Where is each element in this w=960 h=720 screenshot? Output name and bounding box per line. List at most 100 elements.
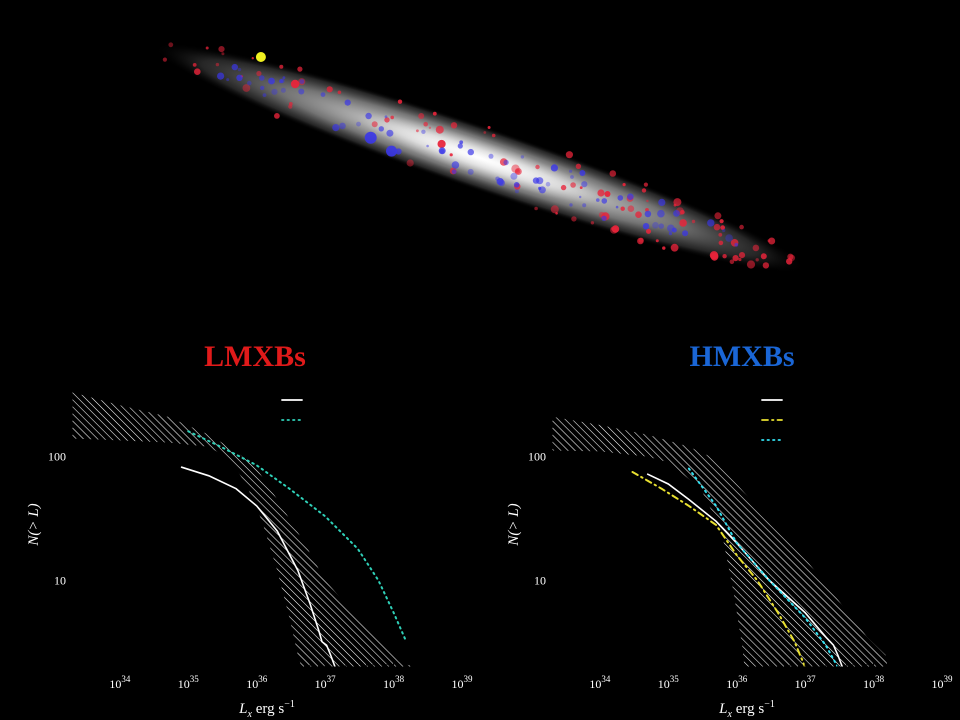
x-tick-label: 1037 <box>795 674 817 691</box>
lmxb-source-dot <box>450 122 458 129</box>
x-tick-label: 1038 <box>383 674 405 691</box>
lmxb-source-dot <box>760 253 767 260</box>
lmxb-source-dot <box>718 240 724 246</box>
hmxb-chart: 1034 1035 1036 1037 1038 1039 10 100 Lx erg s−1 N… <box>506 381 954 720</box>
hmxb-source-dot <box>582 203 587 208</box>
hmxb-source-dot <box>339 122 346 130</box>
hmxb-source-dot <box>601 198 608 204</box>
lmxb-source-dot <box>384 117 390 123</box>
hmxb-source-dot <box>570 175 574 179</box>
lmxb-source-dot <box>162 57 167 62</box>
hmxb-source-dot <box>658 223 664 229</box>
hmxb-source-dot <box>627 193 634 200</box>
series-line-1 <box>631 471 807 667</box>
hmxb-source-dot <box>532 177 540 184</box>
legend-entry-0: Voss et al. (2010) <box>761 393 877 407</box>
hmxb-source-dot <box>596 198 600 202</box>
hmxb-source-dot <box>569 203 573 207</box>
hmxb-source-dot <box>438 147 446 155</box>
lmxb-source-dot <box>251 57 254 60</box>
lmxb-source-dot <box>205 46 209 50</box>
legend-label: Voss et al. (2010) <box>310 393 397 407</box>
lmxb-source-dot <box>534 206 538 211</box>
x-tick-label: 1035 <box>178 674 200 691</box>
x-tick-label: 1035 <box>658 674 680 691</box>
hmxb-source-dot <box>344 99 351 106</box>
lmxb-source-dot <box>570 182 576 188</box>
x-tick-label: 1039 <box>932 674 954 691</box>
hmxb-source-dot <box>569 169 573 173</box>
hmxb-source-dot <box>260 85 265 91</box>
lmxb-source-dot <box>416 129 419 133</box>
lmxb-source-dot <box>786 258 793 265</box>
hmxb-source-dot <box>601 215 607 221</box>
x-tick-label: 1039 <box>452 674 474 691</box>
lmxb-source-dot <box>673 203 677 207</box>
hmxb-source-dot <box>513 182 520 188</box>
hmxb-source-dot <box>652 222 659 229</box>
hmxb-source-dot <box>298 88 305 95</box>
lmxb-source-dot <box>646 199 649 203</box>
hmxb-source-dot <box>226 78 230 82</box>
lmxb-source-dot <box>627 205 635 212</box>
hmxb-source-dot <box>365 112 372 120</box>
lmxb-source-dot <box>192 63 197 67</box>
hmxb-source-dot <box>237 67 242 72</box>
panel-title-lmxbs: LMXBs <box>204 340 306 373</box>
lmxb-source-dot <box>550 205 559 214</box>
legend-label: Grimm et al. (2002) <box>790 433 890 447</box>
lmxb-source-dot <box>709 251 719 260</box>
lmxb-source-dot <box>390 115 395 120</box>
lmxb-source-dot <box>560 184 567 191</box>
hmxb-source-dot <box>451 161 460 169</box>
lmxb-source-dot <box>571 216 577 222</box>
hmxb-source-dot <box>722 228 726 233</box>
hmxb-source-dot <box>457 143 463 149</box>
hmxb-source-dot <box>364 131 377 144</box>
lmxb-source-dot <box>646 228 651 234</box>
lmxb-source-dot <box>738 252 746 259</box>
lmxb-source-dot <box>371 121 378 128</box>
x-tick-label: 1037 <box>315 674 337 691</box>
hmxb-source-dot <box>642 223 650 230</box>
lmxb-source-dot <box>288 102 293 106</box>
series-line-2 <box>687 467 839 667</box>
hmxb-source-dot <box>538 186 542 190</box>
lmxb-source-dot <box>423 121 429 127</box>
lmxb-source-dot <box>719 219 724 224</box>
lmxb-source-dot <box>767 239 771 243</box>
hmxb-source-dot <box>247 80 252 86</box>
y-tick-label: 10 <box>534 573 546 587</box>
plot-frame <box>551 381 943 668</box>
legend-entry-0: Voss et al. (2010) <box>281 393 397 407</box>
hmxb-source-dot <box>514 189 519 194</box>
lmxb-source-dot <box>609 170 617 177</box>
lmxb-source-dot <box>326 86 333 93</box>
lmxb-source-dot <box>297 66 303 72</box>
legend-label: Voss et al. (2010) <box>790 393 877 407</box>
hmxb-source-dot <box>658 198 666 206</box>
hmxb-source-dot <box>268 77 275 85</box>
lmxb-source-dot <box>738 257 742 262</box>
x-tick-label: 1034 <box>589 674 611 691</box>
lmxb-source-dot <box>597 189 605 197</box>
lmxb-source-dot <box>720 225 725 230</box>
legend-entry-1: Lutovinov et al. (2013) <box>761 413 906 427</box>
lmxb-source-dot <box>435 125 444 134</box>
lmxb-source-dot <box>620 206 625 211</box>
hmxb-source-dot <box>271 88 278 95</box>
x-tick-label: 1034 <box>109 674 131 691</box>
hmxb-source-dot <box>236 74 243 82</box>
hmxb-source-dot <box>550 164 559 172</box>
y-tick-label: 100 <box>528 450 546 464</box>
lmxb-source-dot <box>670 243 679 252</box>
hmxb-source-dot <box>332 124 340 132</box>
x-tick-label: 1038 <box>863 674 885 691</box>
x-tick-label: 1036 <box>246 674 268 691</box>
lmxb-source-dot <box>565 151 574 159</box>
lmxb-source-dot <box>787 253 794 260</box>
hmxb-source-dot <box>231 63 238 71</box>
lmxb-source-dot <box>691 219 696 224</box>
lmxb-source-dot <box>637 237 644 245</box>
lmxb-source-dot <box>218 46 225 53</box>
